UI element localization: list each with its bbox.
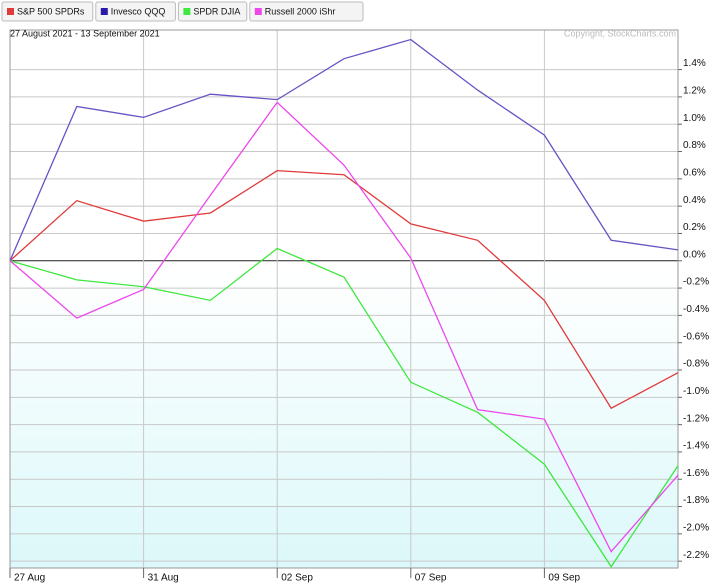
legend-label: Russell 2000 iShr	[265, 6, 336, 16]
series-line	[9, 38, 679, 262]
legend-swatch	[254, 8, 262, 15]
x-tick-label: 27 Aug	[14, 573, 45, 584]
legend-label: SPDR DJIA	[193, 6, 240, 16]
x-tick-label: 02 Sep	[281, 573, 313, 584]
plot-frame	[9, 29, 679, 569]
y-tick-label: 0.6%	[683, 167, 706, 178]
y-tick-label: 1.4%	[683, 58, 706, 69]
y-tick-label: 1.2%	[683, 86, 706, 97]
y-tick-label: -0.4%	[683, 304, 709, 315]
legend-swatch	[7, 8, 14, 15]
y-tick-label: -1.8%	[683, 495, 709, 506]
y-tick-label: -2.2%	[683, 550, 709, 561]
y-tick-label: -0.2%	[683, 277, 709, 288]
legend-swatch	[183, 8, 191, 15]
y-tick-label: -1.0%	[683, 386, 709, 397]
legend-label: S&P 500 SPDRs	[17, 6, 85, 16]
legend: S&P 500 SPDRs Invesco QQQ SPDR DJIA Russell…	[1, 1, 364, 22]
y-tick-label: -0.6%	[683, 331, 709, 342]
legend-swatch	[100, 8, 108, 15]
series-line	[9, 101, 679, 553]
y-tick-label: -0.8%	[683, 359, 709, 370]
series-line	[9, 169, 679, 410]
legend-label: Invesco QQQ	[111, 6, 166, 16]
x-tick-label: 09 Sep	[548, 573, 580, 584]
y-tick-label: -2.0%	[683, 523, 709, 534]
y-tick-label: 0.8%	[683, 140, 706, 151]
legend-box	[249, 1, 364, 22]
plot-background	[10, 30, 678, 568]
x-tick-label: 07 Sep	[415, 573, 447, 584]
x-tick-label: 31 Aug	[148, 573, 179, 584]
y-tick-label: 0.2%	[683, 222, 706, 233]
y-tick-label: -1.6%	[683, 468, 709, 479]
y-tick-label: 0.0%	[683, 249, 706, 260]
credit: Copyright, StockCharts.com	[564, 28, 676, 38]
legend-box	[177, 1, 248, 22]
chart-subtitle: 27 August 2021 - 13 September 2021	[10, 28, 160, 38]
y-tick-label: 0.4%	[683, 195, 706, 206]
series-line	[9, 247, 679, 568]
legend-box	[1, 1, 94, 22]
y-tick-label: 1.0%	[683, 113, 706, 124]
y-tick-label: -1.2%	[683, 413, 709, 424]
y-tick-label: -1.4%	[683, 441, 709, 452]
legend-box	[95, 1, 176, 22]
